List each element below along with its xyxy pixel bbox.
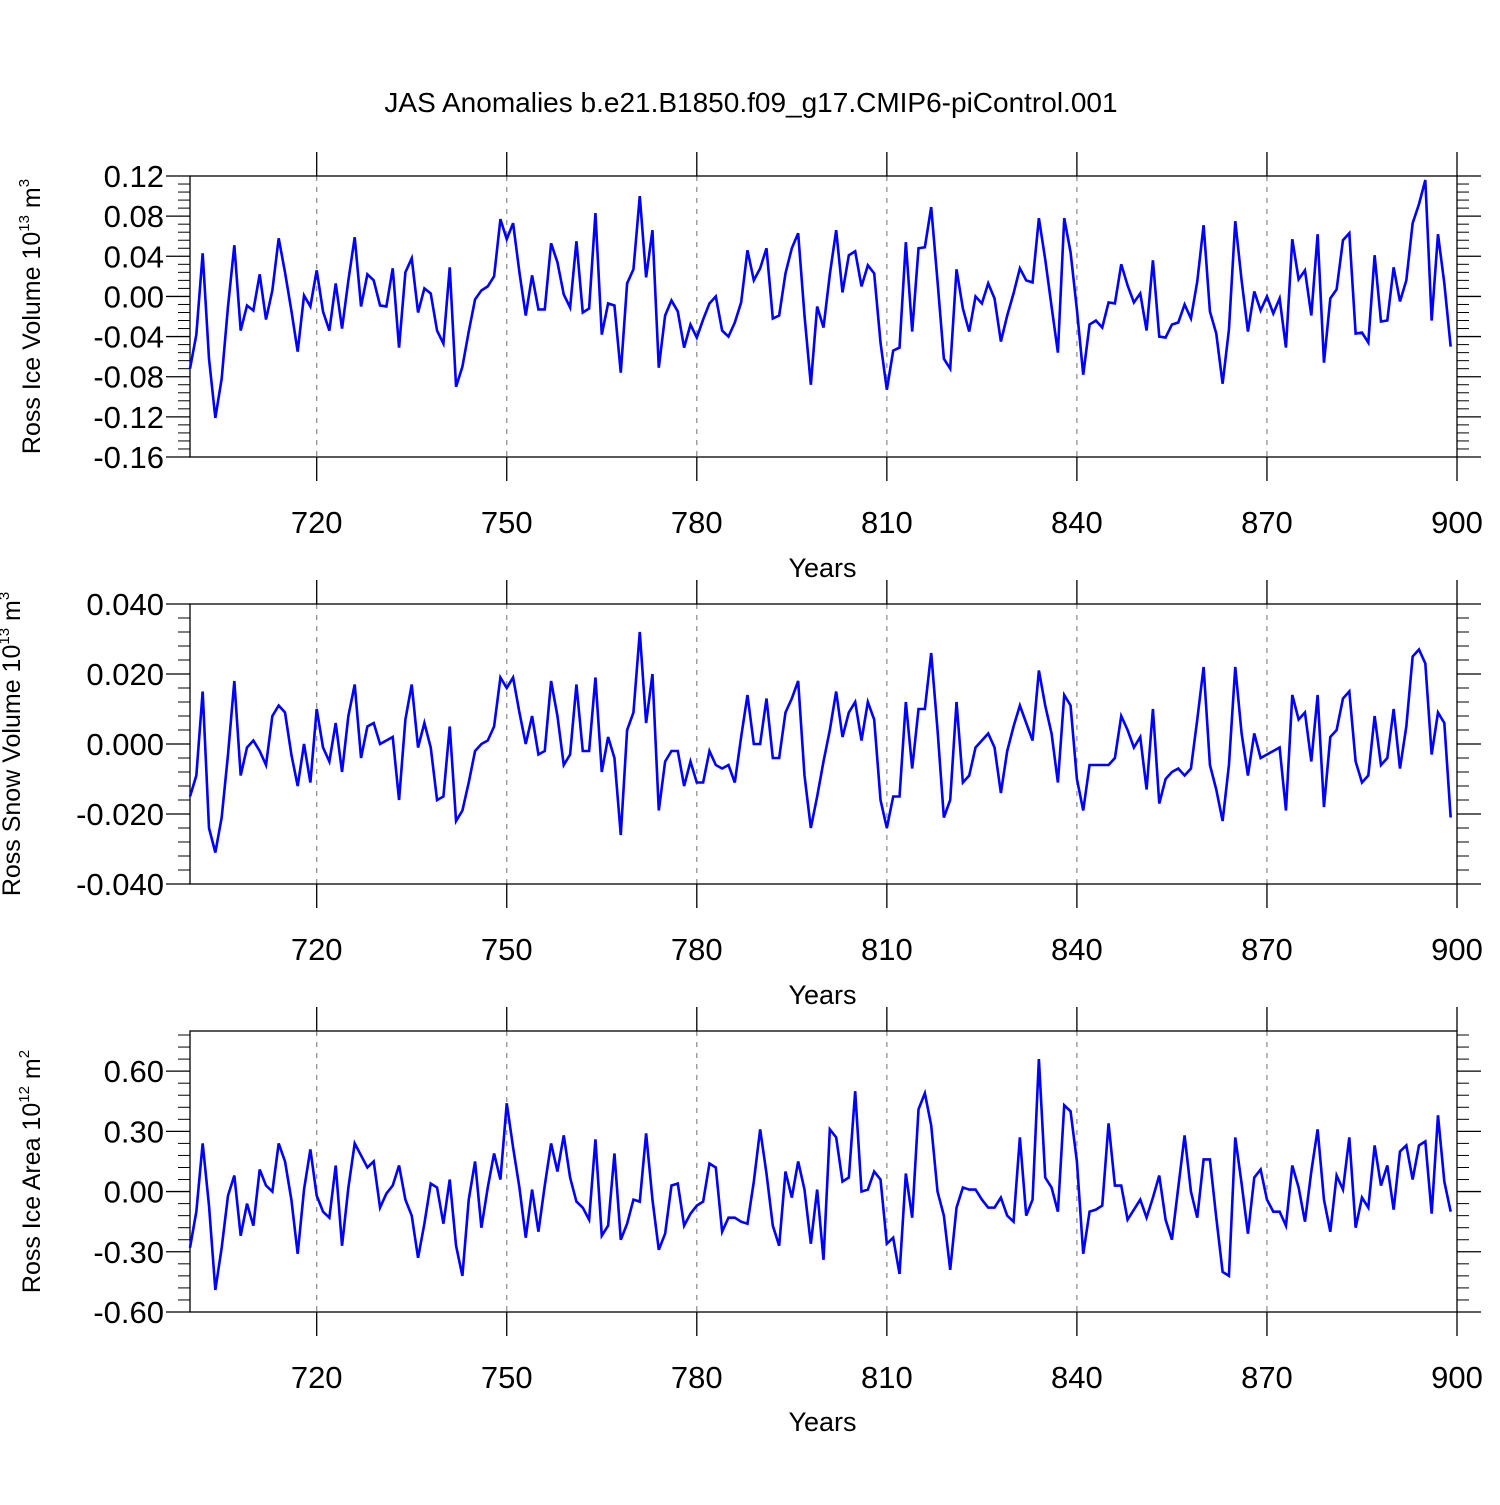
panel-2-xlabel: Years xyxy=(788,980,856,1010)
panel-1-xtick-label-870: 870 xyxy=(1241,505,1293,540)
panel-1-xtick-label-750: 750 xyxy=(481,505,533,540)
panel-1-series-line xyxy=(188,179,1452,419)
panel-1-ytick-label: 0.08 xyxy=(104,199,164,234)
panel-1-ytick-label: 0.00 xyxy=(104,279,164,314)
panel-2-xtick-label-840: 840 xyxy=(1051,932,1103,967)
panel-3-series-line xyxy=(188,1059,1452,1291)
panel-2-ytick-label: 0.000 xyxy=(86,727,164,762)
panel-3-xtick-label-840: 840 xyxy=(1051,1360,1103,1395)
panel-1-ytick-label: -0.04 xyxy=(93,320,164,355)
panel-2-xtick-label-810: 810 xyxy=(861,932,913,967)
panel-1-ytick-label: -0.12 xyxy=(93,400,164,435)
panel-3-ytick-label: -0.60 xyxy=(93,1295,164,1330)
panel-2-ytick-label: -0.040 xyxy=(76,867,164,902)
chart-title: JAS Anomalies b.e21.B1850.f09_g17.CMIP6-… xyxy=(384,87,1117,118)
panel-2-ytick-label: -0.020 xyxy=(76,797,164,832)
panel-1-xlabel: Years xyxy=(788,553,856,583)
panel-1-ytick-label: -0.08 xyxy=(93,360,164,395)
panel-3-ytick-label: 0.60 xyxy=(104,1054,164,1089)
panel-3-ylabel: Ross Ice Area 1012 m2 xyxy=(16,1050,46,1293)
panel-2-xtick-label-750: 750 xyxy=(481,932,533,967)
panel-3-frame xyxy=(189,1030,1458,1313)
panel-3-ytick-label: -0.30 xyxy=(93,1235,164,1270)
panel-1-xtick-label-780: 780 xyxy=(671,505,723,540)
panel-3-ytick-label: 0.30 xyxy=(104,1114,164,1149)
panel-3-xtick-label-720: 720 xyxy=(291,1360,343,1395)
panel-2-ytick-label: 0.040 xyxy=(86,587,164,622)
panel-2-xtick-label-870: 870 xyxy=(1241,932,1293,967)
panel-1-frame xyxy=(189,175,1458,458)
panel-3-xtick-label-900: 900 xyxy=(1431,1360,1483,1395)
panel-1-ytick-label: 0.04 xyxy=(104,239,164,274)
panel-3-xtick-label-780: 780 xyxy=(671,1360,723,1395)
panel-3-ytick-label: 0.00 xyxy=(104,1175,164,1210)
panel-1-xtick-label-840: 840 xyxy=(1051,505,1103,540)
panel-3-xtick-label-810: 810 xyxy=(861,1360,913,1395)
panel-1-xtick-label-900: 900 xyxy=(1431,505,1483,540)
panel-1-ylabel: Ross Ice Volume 1013 m3 xyxy=(16,179,46,454)
panel-1-ytick-label: 0.12 xyxy=(104,159,164,194)
panel-1-xtick-label-720: 720 xyxy=(291,505,343,540)
panel-1-ytick-label: -0.16 xyxy=(93,440,164,475)
panel-3-xtick-label-870: 870 xyxy=(1241,1360,1293,1395)
panel-3-xtick-label-750: 750 xyxy=(481,1360,533,1395)
panel-2-xtick-label-780: 780 xyxy=(671,932,723,967)
panel-2-series-line xyxy=(188,631,1452,853)
panel-2-xtick-label-720: 720 xyxy=(291,932,343,967)
panel-1-xtick-label-810: 810 xyxy=(861,505,913,540)
panel-2-ylabel: Ross Snow Volume 1013 m3 xyxy=(0,592,26,896)
panel-2-xtick-label-900: 900 xyxy=(1431,932,1483,967)
panel-3-xlabel: Years xyxy=(788,1407,856,1437)
panel-2-ytick-label: 0.020 xyxy=(86,657,164,692)
